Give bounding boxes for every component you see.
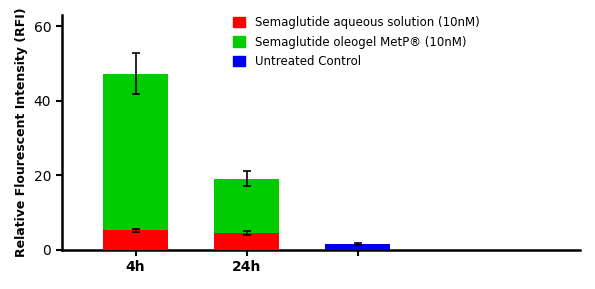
Legend: Semaglutide aqueous solution (10nM), Semaglutide oleogel MetP® (10nM), Untreated: Semaglutide aqueous solution (10nM), Sem… [233,16,480,68]
Bar [104,74,168,230]
Bar [214,179,279,233]
Bar [214,233,279,250]
Bar [104,230,168,250]
Y-axis label: Relative Flourescent Intensity (RFI): Relative Flourescent Intensity (RFI) [15,8,28,257]
Bar [325,244,390,250]
